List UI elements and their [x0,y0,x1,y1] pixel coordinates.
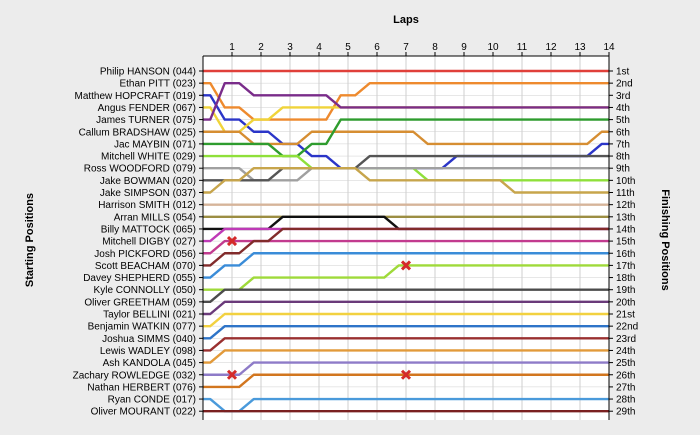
finishing-position-label-12: 12th [616,200,635,211]
finishing-position-label-13: 13th [616,212,635,223]
finishing-position-label-29: 29th [616,407,635,418]
x-tick-label-4: 4 [316,42,322,53]
starting-position-label-18: Davey SHEPHERD (055) [83,273,196,284]
finishing-position-label-1: 1st [616,67,630,78]
finishing-position-label-18: 18th [616,273,635,284]
x-tick-label-11: 11 [517,42,528,53]
starting-position-label-29: Oliver MOURANT (022) [91,407,196,418]
finishing-position-label-11: 11th [616,188,635,199]
starting-position-label-24: Lewis WADLEY (098) [100,346,196,357]
y-axis-label-left: Starting Positions [24,193,36,287]
finishing-position-label-7: 7th [616,139,630,150]
series-line-23 [203,324,609,340]
starting-position-label-2: Ethan PITT (023) [119,79,196,90]
x-tick-label-8: 8 [432,42,438,53]
starting-position-label-11: Jake SIMPSON (037) [100,188,196,199]
x-tick-label-12: 12 [545,42,557,53]
finishing-position-label-22: 22nd [616,322,638,333]
x-tick-label-2: 2 [258,42,264,53]
starting-position-label-9: Ross WOODFORD (079) [84,164,196,175]
x-tick-label-6: 6 [374,42,380,53]
retirement-marker-1 [226,236,238,247]
starting-position-label-20: Oliver GREETHAM (059) [84,297,196,308]
starting-position-label-19: Kyle CONNOLLY (050) [94,285,196,296]
finishing-position-label-25: 25th [616,358,635,369]
finishing-position-label-24: 24th [616,346,635,357]
x-tick-label-14: 14 [603,42,615,53]
starting-position-label-4: Angus FENDER (067) [98,103,196,114]
series-line-25 [203,349,609,364]
finishing-position-label-27: 27th [616,382,635,393]
finishing-position-label-20: 20th [616,297,635,308]
finishing-position-label-17: 17th [616,261,635,272]
starting-position-label-28: Ryan CONDE (017) [108,395,196,406]
finishing-position-label-8: 8th [616,152,630,163]
starting-position-label-21: Taylor BELLINI (021) [103,310,196,321]
retirement-marker-3 [226,369,238,380]
series-line-11 [203,167,609,194]
finishing-position-label-21: 21st [616,310,635,321]
starting-position-label-23: Joshua SIMMS (040) [102,334,196,345]
series-line-24 [203,337,609,352]
starting-position-label-12: Harrison SMITH (012) [98,200,196,211]
series-line-21 [203,300,609,316]
starting-position-label-17: Scott BEACHAM (070) [95,261,196,272]
finishing-position-label-16: 16th [616,249,635,260]
finishing-position-label-28: 28th [616,395,635,406]
series-line-7 [203,118,609,158]
x-tick-label-9: 9 [461,42,467,53]
series-line-17 [203,227,609,267]
starting-position-label-26: Zachary ROWLEDGE (032) [73,370,196,381]
starting-position-label-13: Arran MILLS (054) [114,212,196,223]
starting-position-label-14: Billy MATTOCK (065) [101,224,196,235]
retirement-marker-2 [400,260,412,271]
x-tick-label-13: 13 [574,42,586,53]
starting-position-label-10: Jake BOWMAN (020) [100,176,196,187]
x-tick-label-10: 10 [487,42,499,53]
y-axis-label-right: Finishing Positions [659,189,671,290]
series-line-22 [203,312,609,328]
finishing-position-label-5: 5th [616,115,630,126]
starting-position-label-27: Nathan HERBERT (076) [87,382,196,393]
x-tick-label-3: 3 [287,42,293,53]
series-line-18 [203,252,609,279]
finishing-position-label-2: 2nd [616,79,633,90]
starting-position-label-7: Jac MAYBIN (071) [114,139,196,150]
starting-position-label-16: Josh PICKFORD (056) [94,249,196,260]
series-line-20 [203,288,609,304]
finishing-position-label-4: 4th [616,103,630,114]
finishing-position-label-9: 9th [616,164,630,175]
retirement-marker-4 [400,369,412,380]
starting-position-label-25: Ash KANDOLA (045) [103,358,196,369]
retirement-markers [226,236,412,380]
finishing-position-label-10: 10th [616,176,635,187]
finishing-position-label-23: 23rd [616,334,636,345]
finishing-position-label-3: 3rd [616,91,630,102]
starting-position-label-22: Benjamin WATKIN (077) [88,322,196,333]
starting-position-label-3: Matthew HOPCRAFT (019) [74,91,196,102]
x-tick-label-1: 1 [229,42,235,53]
starting-position-label-15: Mitchell DIGBY (027) [102,237,196,248]
finishing-position-label-14: 14th [616,224,635,235]
starting-position-label-1: Philip HANSON (044) [100,67,196,78]
series-line-5 [203,81,609,121]
x-tick-label-5: 5 [345,42,351,53]
finishing-position-label-19: 19th [616,285,635,296]
finishing-position-label-26: 26th [616,370,635,381]
finishing-position-label-6: 6th [616,127,630,138]
x-tick-label-7: 7 [403,42,409,53]
starting-position-label-8: Mitchell WHITE (029) [101,152,196,163]
series-line-26 [203,361,609,376]
starting-position-label-5: James TURNER (075) [96,115,196,126]
series-line-10 [203,154,609,182]
series-line-28 [203,397,609,413]
finishing-position-label-15: 15th [616,237,635,248]
starting-position-label-6: Callum BRADSHAW (025) [79,127,196,138]
chart-title: Laps [393,14,419,26]
